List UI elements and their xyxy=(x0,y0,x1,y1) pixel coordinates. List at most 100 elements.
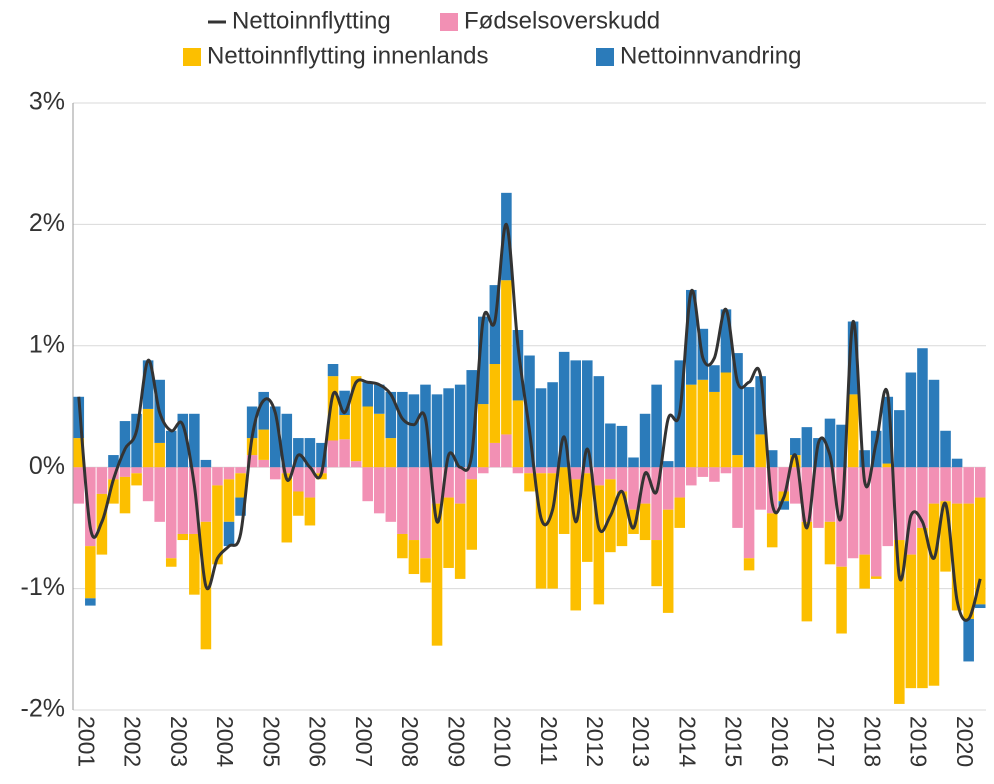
bar xyxy=(535,467,547,474)
bar xyxy=(836,424,847,468)
x-tick-label: 2015 xyxy=(721,716,747,767)
bar xyxy=(570,479,582,611)
bar xyxy=(558,351,570,468)
bar xyxy=(131,413,142,468)
bar xyxy=(212,467,223,486)
bar xyxy=(246,406,258,439)
bar xyxy=(951,503,963,611)
bar xyxy=(547,473,558,589)
bar xyxy=(940,430,951,468)
bar xyxy=(859,467,870,555)
bar xyxy=(628,457,639,468)
bar xyxy=(582,360,593,468)
bar xyxy=(501,192,512,281)
bar xyxy=(431,467,443,504)
bar xyxy=(974,604,986,609)
x-tick-label: 2006 xyxy=(305,716,331,767)
bar xyxy=(778,467,790,492)
bar xyxy=(859,450,870,468)
bar xyxy=(974,497,986,605)
bar xyxy=(894,467,905,541)
bar xyxy=(605,423,616,468)
bar xyxy=(454,467,466,504)
bar xyxy=(824,521,836,565)
bar xyxy=(570,467,582,480)
bar xyxy=(142,360,154,409)
bar xyxy=(304,438,316,468)
bar xyxy=(813,438,824,468)
bar xyxy=(177,413,189,468)
bar xyxy=(928,467,940,504)
bar xyxy=(443,467,454,498)
legend-swatch xyxy=(596,48,614,66)
bar xyxy=(628,467,639,510)
bar xyxy=(743,467,755,559)
bar xyxy=(755,434,766,468)
bar xyxy=(639,503,651,541)
bar xyxy=(512,400,524,468)
bar xyxy=(281,473,293,543)
bar xyxy=(466,370,477,468)
legend-label: Nettoinnvandring xyxy=(620,42,801,69)
bar xyxy=(212,485,223,565)
bar xyxy=(362,467,373,502)
x-tick-label: 2012 xyxy=(582,716,608,767)
bar xyxy=(651,384,662,468)
x-tick-label: 2014 xyxy=(674,716,700,767)
bar xyxy=(385,467,397,522)
bar xyxy=(408,394,420,468)
bar xyxy=(316,442,327,468)
bar xyxy=(905,554,917,689)
bar xyxy=(362,406,373,468)
bar xyxy=(327,376,339,441)
bar xyxy=(940,501,951,572)
bar xyxy=(512,330,524,401)
bar xyxy=(131,467,142,474)
bar xyxy=(165,467,177,559)
x-tick-label: 2013 xyxy=(628,716,654,767)
bar xyxy=(616,491,628,547)
y-tick-label: 2% xyxy=(29,209,65,237)
bar xyxy=(801,467,813,522)
y-tick-label: -2% xyxy=(21,695,65,723)
bar xyxy=(951,467,963,504)
bar xyxy=(223,467,235,480)
bar xyxy=(524,473,535,492)
bar xyxy=(477,316,489,405)
x-tick-label: 2001 xyxy=(73,716,99,767)
bar xyxy=(246,455,258,468)
bar xyxy=(466,467,477,480)
bar xyxy=(304,497,316,526)
bar xyxy=(686,467,697,486)
bar xyxy=(813,467,824,528)
bar xyxy=(408,467,420,541)
bar xyxy=(200,467,212,522)
bar xyxy=(790,455,801,468)
bar xyxy=(501,280,512,435)
bar xyxy=(420,558,431,583)
bar xyxy=(362,382,373,407)
bar xyxy=(732,353,743,456)
bar xyxy=(189,413,200,468)
bar xyxy=(373,467,385,514)
bar xyxy=(755,467,766,510)
bar xyxy=(373,413,385,468)
bar xyxy=(709,467,720,482)
bar xyxy=(963,467,974,504)
bar xyxy=(824,467,836,522)
bar xyxy=(686,384,697,468)
bar xyxy=(327,364,339,377)
y-tick-label: 1% xyxy=(29,330,65,358)
bar xyxy=(258,391,269,430)
bar xyxy=(894,410,905,468)
bar xyxy=(743,558,755,571)
bar xyxy=(154,442,165,468)
x-tick-label: 2003 xyxy=(166,716,192,767)
bar xyxy=(928,503,940,686)
bar xyxy=(570,360,582,468)
bar xyxy=(720,467,732,474)
bar xyxy=(339,439,350,468)
x-tick-label: 2004 xyxy=(212,716,238,767)
bar xyxy=(489,364,501,443)
